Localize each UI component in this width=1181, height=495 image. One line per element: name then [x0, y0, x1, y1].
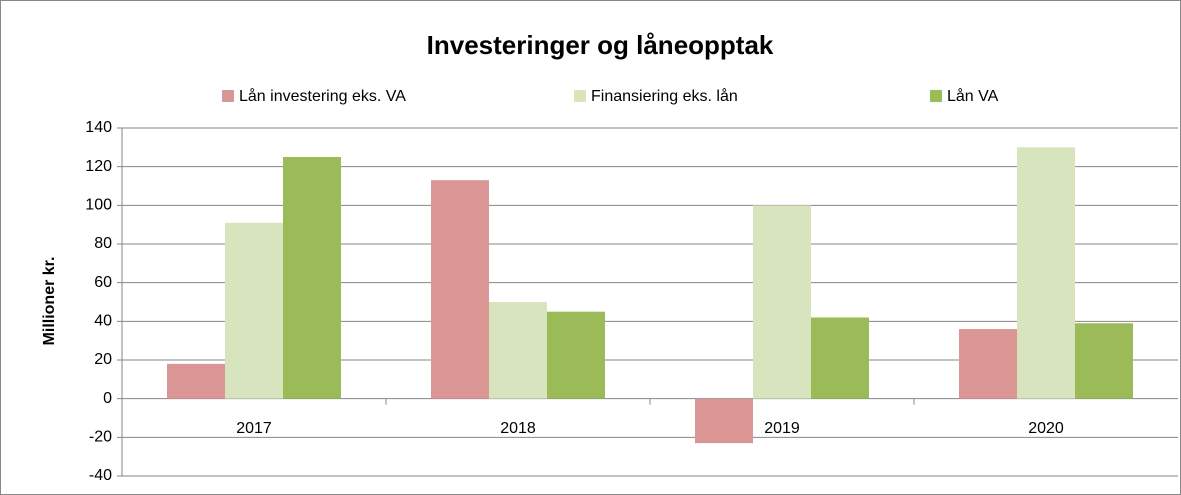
bar	[695, 398, 753, 444]
y-tick-label: 0	[103, 390, 112, 407]
bar	[959, 329, 1017, 399]
bar	[1075, 323, 1133, 399]
y-tick-label: 100	[85, 197, 112, 214]
y-axis-label: Millioner kr.	[41, 257, 58, 346]
bar	[489, 302, 547, 399]
chart-title: Investeringer og låneopptak	[427, 30, 774, 60]
x-tick-label: 2019	[764, 420, 800, 437]
y-tick-label: 40	[94, 313, 112, 330]
x-tick-label: 2020	[1028, 420, 1064, 437]
y-tick-label: 120	[85, 158, 112, 175]
y-tick-label: 140	[85, 119, 112, 136]
y-tick-label: 80	[94, 235, 112, 252]
legend-label: Lån VA	[947, 87, 999, 105]
legend-label: Lån investering eks. VA	[239, 87, 406, 105]
y-tick-label: -40	[89, 467, 112, 484]
bar	[753, 205, 811, 399]
legend-swatch	[930, 90, 942, 102]
y-tick-label: 20	[94, 351, 112, 368]
y-tick-label: 60	[94, 274, 112, 291]
y-tick-label: -20	[89, 429, 112, 446]
bar	[547, 311, 605, 399]
legend-swatch	[574, 90, 586, 102]
bar	[431, 180, 489, 399]
legend-swatch	[222, 90, 234, 102]
x-tick-label: 2017	[236, 420, 272, 437]
bar	[811, 317, 869, 399]
x-tick-label: 2018	[500, 420, 536, 437]
bar	[283, 157, 341, 399]
bar	[225, 222, 283, 399]
legend-label: Finansiering eks. lån	[591, 87, 738, 105]
bar	[167, 363, 225, 399]
bar	[1017, 147, 1075, 399]
